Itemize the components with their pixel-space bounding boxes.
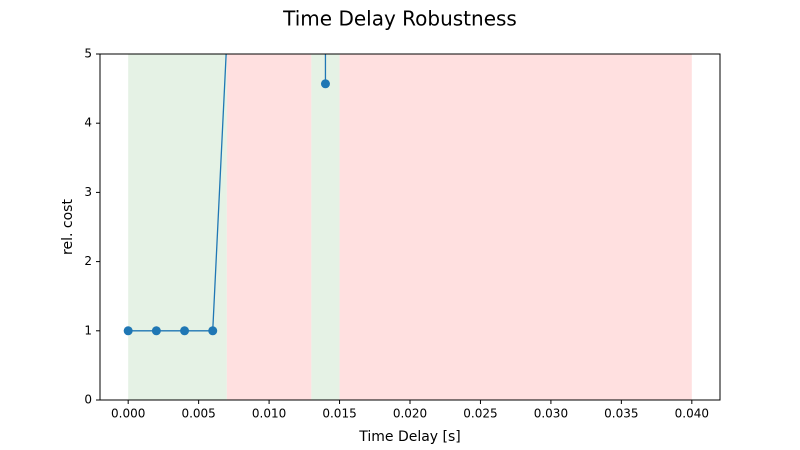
y-tick-label: 2	[84, 254, 92, 268]
point	[123, 326, 133, 336]
y-tick-label: 3	[84, 185, 92, 199]
y-tick-label: 1	[84, 323, 92, 337]
y-axis-label: rel. cost	[60, 199, 76, 255]
x-tick-label: 0.020	[393, 407, 427, 421]
region	[311, 54, 340, 400]
x-tick-label: 0.040	[675, 407, 709, 421]
y-tick-label: 4	[84, 116, 92, 130]
x-tick-label: 0.035	[604, 407, 638, 421]
point	[180, 326, 190, 336]
x-tick-label: 0.005	[181, 407, 215, 421]
x-tick-label: 0.030	[534, 407, 568, 421]
x-tick-label: 0.010	[252, 407, 286, 421]
y-tick-label: 0	[84, 393, 92, 407]
point	[208, 326, 218, 336]
region	[226, 54, 312, 400]
chart-title: Time Delay Robustness	[282, 7, 517, 31]
y-tick-label: 5	[84, 47, 92, 61]
x-axis-label: Time Delay [s]	[358, 429, 461, 445]
point	[320, 79, 330, 89]
x-tick-label: 0.015	[322, 407, 356, 421]
region	[339, 54, 692, 400]
point	[151, 326, 161, 336]
region	[128, 54, 227, 400]
x-tick-label: 0.000	[111, 407, 145, 421]
x-tick-label: 0.025	[463, 407, 497, 421]
line	[128, 54, 327, 332]
